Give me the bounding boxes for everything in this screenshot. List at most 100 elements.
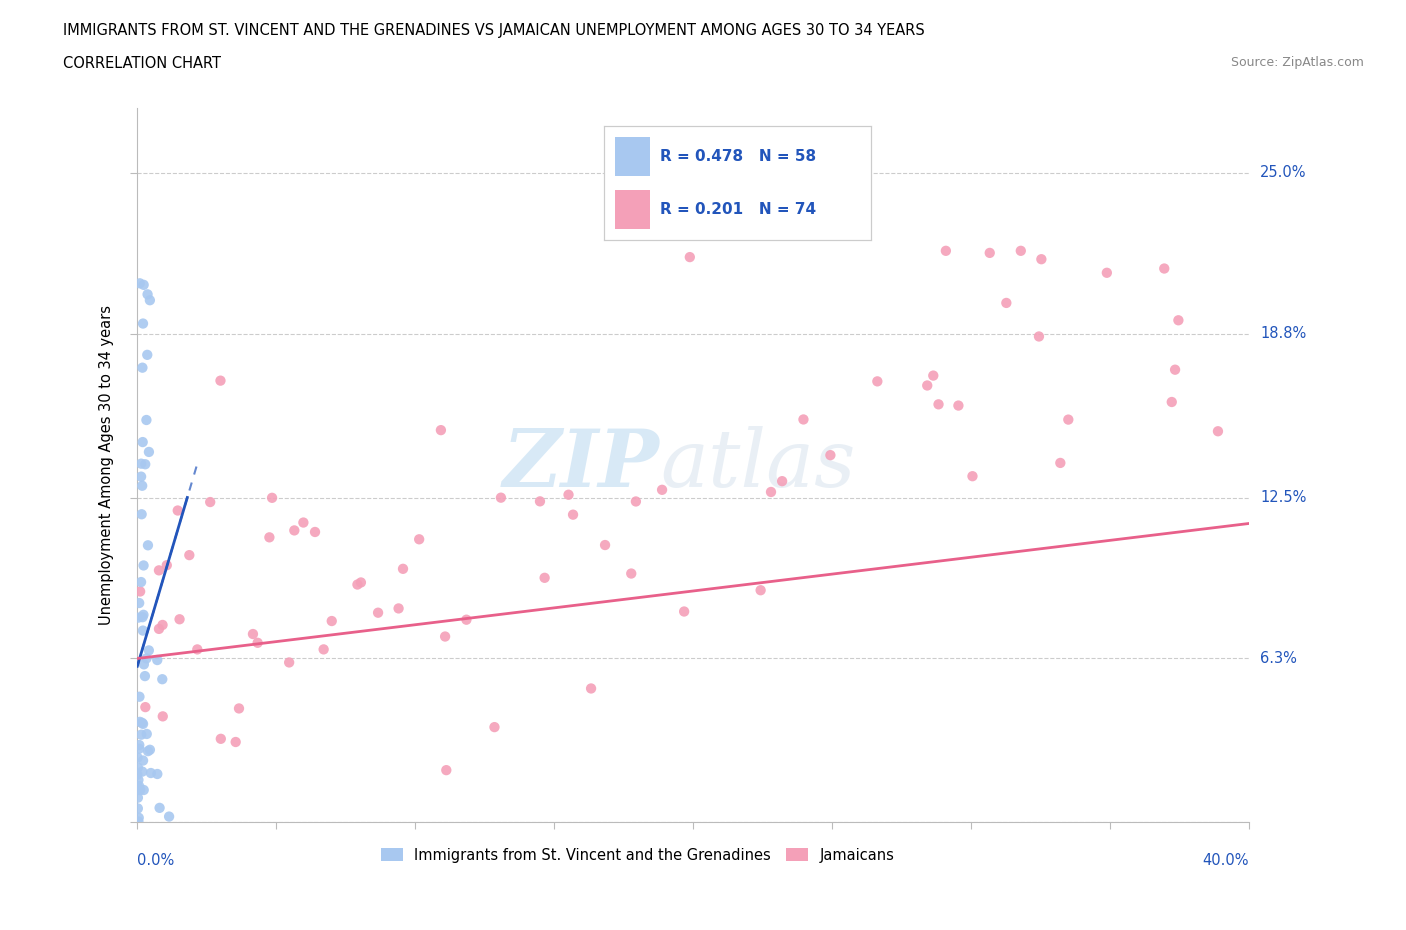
Point (127, 814, 149, 829)
Point (128, 737, 150, 752)
Point (321, 614, 343, 629)
Point (304, 525, 326, 539)
Point (138, 445, 160, 459)
Point (128, 276, 150, 291)
Point (820, 447, 842, 462)
Point (127, 751, 149, 765)
Point (135, 651, 157, 666)
Point (562, 507, 585, 522)
Point (749, 583, 772, 598)
Point (651, 483, 673, 498)
Point (139, 293, 162, 308)
Point (166, 503, 188, 518)
Point (1167, 312, 1189, 327)
Point (935, 244, 957, 259)
Point (948, 398, 970, 413)
Point (135, 413, 157, 428)
Point (132, 782, 155, 797)
Point (136, 538, 159, 552)
Point (139, 765, 162, 780)
Point (529, 494, 551, 509)
Point (557, 487, 579, 502)
Point (246, 635, 269, 650)
Point (131, 715, 153, 730)
Point (489, 490, 512, 505)
Point (146, 653, 169, 668)
Point (387, 601, 409, 616)
Text: 12.5%: 12.5% (1260, 490, 1306, 505)
Point (129, 727, 152, 742)
Text: CORRELATION CHART: CORRELATION CHART (63, 56, 221, 71)
Point (135, 726, 157, 741)
Point (150, 671, 173, 686)
Point (1160, 394, 1182, 409)
Point (128, 778, 150, 793)
Point (127, 782, 149, 797)
Text: ZIP: ZIP (503, 426, 659, 504)
Point (456, 612, 478, 627)
Point (131, 610, 153, 625)
Point (242, 627, 264, 642)
Point (350, 575, 373, 590)
Point (484, 720, 506, 735)
Point (138, 643, 160, 658)
Point (146, 766, 169, 781)
Point (1028, 329, 1050, 344)
Point (979, 246, 1001, 260)
Point (128, 810, 150, 825)
Point (579, 681, 602, 696)
Point (131, 360, 153, 375)
Point (408, 532, 430, 547)
Point (1057, 412, 1080, 427)
Point (209, 373, 232, 388)
Point (128, 741, 150, 756)
Point (129, 782, 152, 797)
Text: Source: ZipAtlas.com: Source: ZipAtlas.com (1230, 56, 1364, 69)
Point (1206, 424, 1229, 439)
Point (915, 378, 938, 392)
Point (127, 790, 149, 805)
Point (127, 767, 149, 782)
Point (149, 801, 172, 816)
Point (132, 657, 155, 671)
Point (262, 490, 284, 505)
Point (127, 801, 149, 816)
Point (533, 570, 555, 585)
Point (169, 612, 191, 627)
Point (995, 296, 1018, 311)
Point (136, 348, 159, 363)
Point (128, 689, 150, 704)
Point (128, 714, 150, 729)
Point (1153, 261, 1175, 276)
Point (156, 558, 179, 573)
Point (759, 485, 782, 499)
Point (132, 607, 155, 622)
Point (430, 423, 453, 438)
Point (346, 578, 368, 592)
Text: 40.0%: 40.0% (1202, 853, 1249, 868)
Point (283, 523, 305, 538)
Point (1010, 244, 1032, 259)
Point (922, 368, 945, 383)
Point (259, 530, 281, 545)
Point (770, 473, 793, 488)
Point (1031, 252, 1053, 267)
Point (136, 744, 159, 759)
Text: 0.0%: 0.0% (138, 853, 174, 868)
Point (434, 763, 457, 777)
Point (131, 507, 153, 522)
Point (1049, 456, 1071, 471)
Point (152, 709, 174, 724)
Point (367, 605, 389, 620)
Point (136, 287, 159, 302)
Point (392, 562, 415, 577)
Point (132, 623, 155, 638)
Point (134, 699, 156, 714)
Point (792, 412, 814, 427)
Point (1164, 363, 1187, 378)
Point (148, 621, 170, 636)
Legend: Immigrants from St. Vincent and the Grenadines, Jamaicans: Immigrants from St. Vincent and the Gren… (375, 842, 900, 869)
Point (962, 469, 984, 484)
Text: atlas: atlas (659, 426, 855, 504)
Point (679, 249, 702, 264)
